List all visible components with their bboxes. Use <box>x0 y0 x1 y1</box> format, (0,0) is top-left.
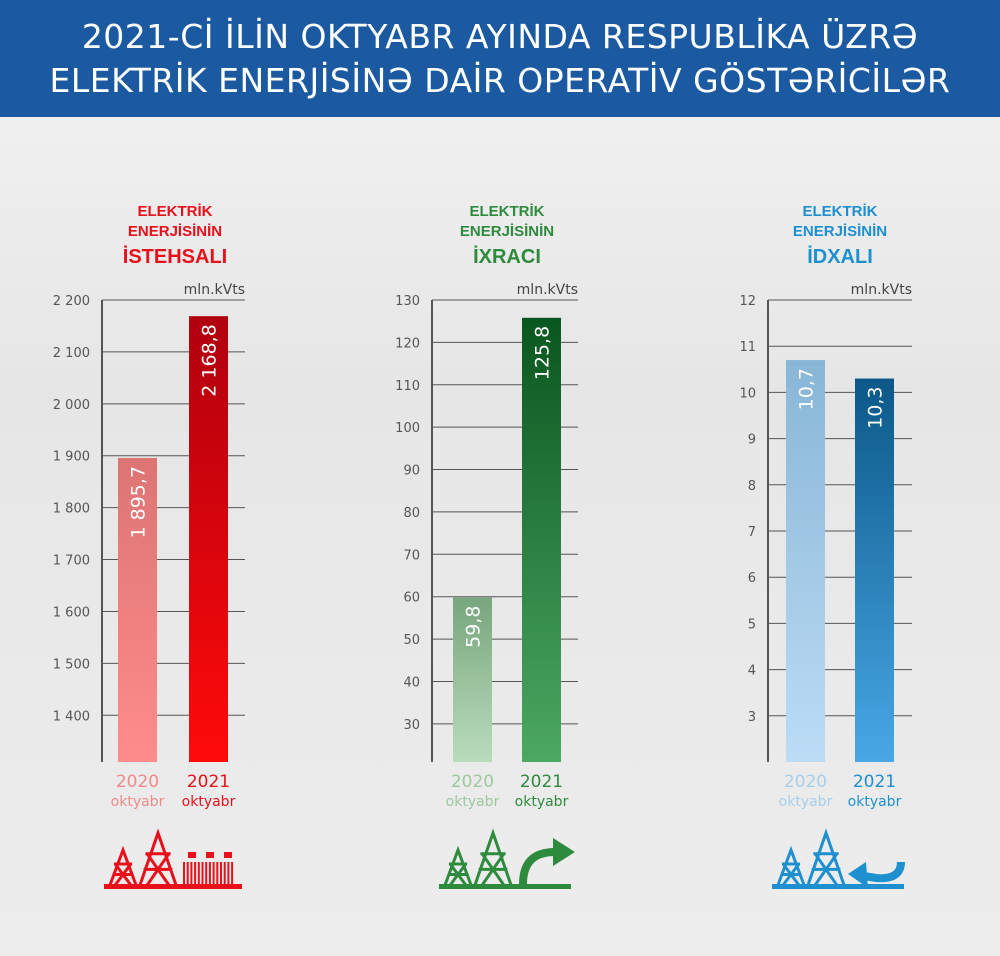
title-line-2: ELEKTRİK ENERJİSİNƏ DAİR OPERATİV GÖSTƏR… <box>49 60 951 100</box>
x-category-month: oktyabr <box>182 794 236 810</box>
y-tick-label: 70 <box>403 548 420 563</box>
title-banner: 2021-Cİ İLİN OKTYABR AYINDA RESPUBLİKA Ü… <box>0 0 1000 117</box>
x-category-year: 2021 <box>853 772 896 792</box>
chart-title-line: İSTEHSALI <box>123 245 227 268</box>
chart-title-line: ELEKTRİK <box>803 203 878 220</box>
x-category-year: 2021 <box>520 772 563 792</box>
y-tick-label: 60 <box>403 591 420 606</box>
unit-label: mln.kVts <box>851 282 912 298</box>
bar-2020 <box>786 360 825 762</box>
chart-3: ELEKTRİK ENERJİSİNİN İDXALI mln.kVts 3 4 5 6 7 8 9… <box>739 203 912 889</box>
chart-title-line: ELEKTRİK <box>470 203 545 220</box>
y-tick-label: 7 <box>748 525 756 540</box>
unit-label: mln.kVts <box>517 282 578 298</box>
bar-2021 <box>189 316 228 762</box>
y-tick-label: 80 <box>403 506 420 521</box>
y-tick-label: 120 <box>395 336 420 351</box>
y-tick-label: 90 <box>403 464 420 479</box>
x-category-year: 2020 <box>116 772 159 792</box>
y-tick-label: 100 <box>395 421 420 436</box>
chart-title-line: ENERJİSİNİN <box>128 223 222 240</box>
y-tick-label: 1 900 <box>53 450 90 465</box>
bar-2020 <box>118 457 157 762</box>
y-tick-label: 10 <box>739 386 756 401</box>
y-tick-label: 1 400 <box>53 709 90 724</box>
unit-label: mln.kVts <box>184 282 245 298</box>
y-tick-label: 8 <box>748 479 756 494</box>
x-category-month: oktyabr <box>848 794 902 810</box>
bar-2021 <box>855 378 894 762</box>
bar-value-label: 1 895,7 <box>128 466 150 539</box>
y-tick-label: 5 <box>748 617 756 632</box>
bar-value-label: 125,8 <box>532 326 554 380</box>
chart-title-line: ENERJİSİNİN <box>793 223 887 240</box>
y-tick-label: 1 700 <box>53 554 90 569</box>
chart-title-line: ELEKTRİK <box>138 203 213 220</box>
x-category-year: 2020 <box>784 772 827 792</box>
y-tick-label: 6 <box>748 571 756 586</box>
y-tick-label: 4 <box>748 664 756 679</box>
bar-2020 <box>453 597 492 762</box>
y-tick-label: 30 <box>403 718 420 733</box>
chart-2: ELEKTRİK ENERJİSİNİN İXRACI mln.kVts 30 40 50 6… <box>395 203 578 889</box>
y-tick-label: 2 200 <box>53 294 90 309</box>
y-tick-label: 40 <box>403 675 420 690</box>
power-plant-icon <box>104 828 242 889</box>
y-tick-label: 2 000 <box>53 398 90 413</box>
bar-value-label: 10,7 <box>796 368 818 410</box>
chart-title-line: İDXALI <box>807 245 873 268</box>
y-tick-label: 2 100 <box>53 346 90 361</box>
y-tick-label: 12 <box>739 294 756 309</box>
y-tick-label: 50 <box>403 633 420 648</box>
x-category-year: 2020 <box>451 772 494 792</box>
x-category-month: oktyabr <box>515 794 569 810</box>
y-tick-label: 130 <box>395 294 420 309</box>
chart-title-line: ENERJİSİNİN <box>460 223 554 240</box>
title-line-1: 2021-Cİ İLİN OKTYABR AYINDA RESPUBLİKA Ü… <box>81 16 919 56</box>
bar-value-label: 10,3 <box>865 387 887 429</box>
x-category-month: oktyabr <box>446 794 500 810</box>
x-category-month: oktyabr <box>779 794 833 810</box>
y-tick-label: 9 <box>748 433 756 448</box>
chart-title-line: İXRACI <box>473 245 541 268</box>
y-tick-label: 1 600 <box>53 605 90 620</box>
y-tick-label: 1 500 <box>53 657 90 672</box>
bar-value-label: 59,8 <box>463 606 485 648</box>
export-arrow-icon <box>439 828 575 889</box>
x-category-year: 2021 <box>187 772 230 792</box>
y-tick-label: 11 <box>739 340 756 355</box>
chart-1: ELEKTRİK ENERJİSİNİN İSTEHSALI mln.kVts 1 40… <box>53 203 245 889</box>
import-arrow-icon <box>772 828 905 889</box>
bar-2021 <box>522 317 561 762</box>
x-category-month: oktyabr <box>111 794 165 810</box>
y-tick-label: 110 <box>395 379 420 394</box>
y-tick-label: 3 <box>748 710 756 725</box>
y-tick-label: 1 800 <box>53 502 90 517</box>
bar-value-label: 2 168,8 <box>199 324 221 397</box>
